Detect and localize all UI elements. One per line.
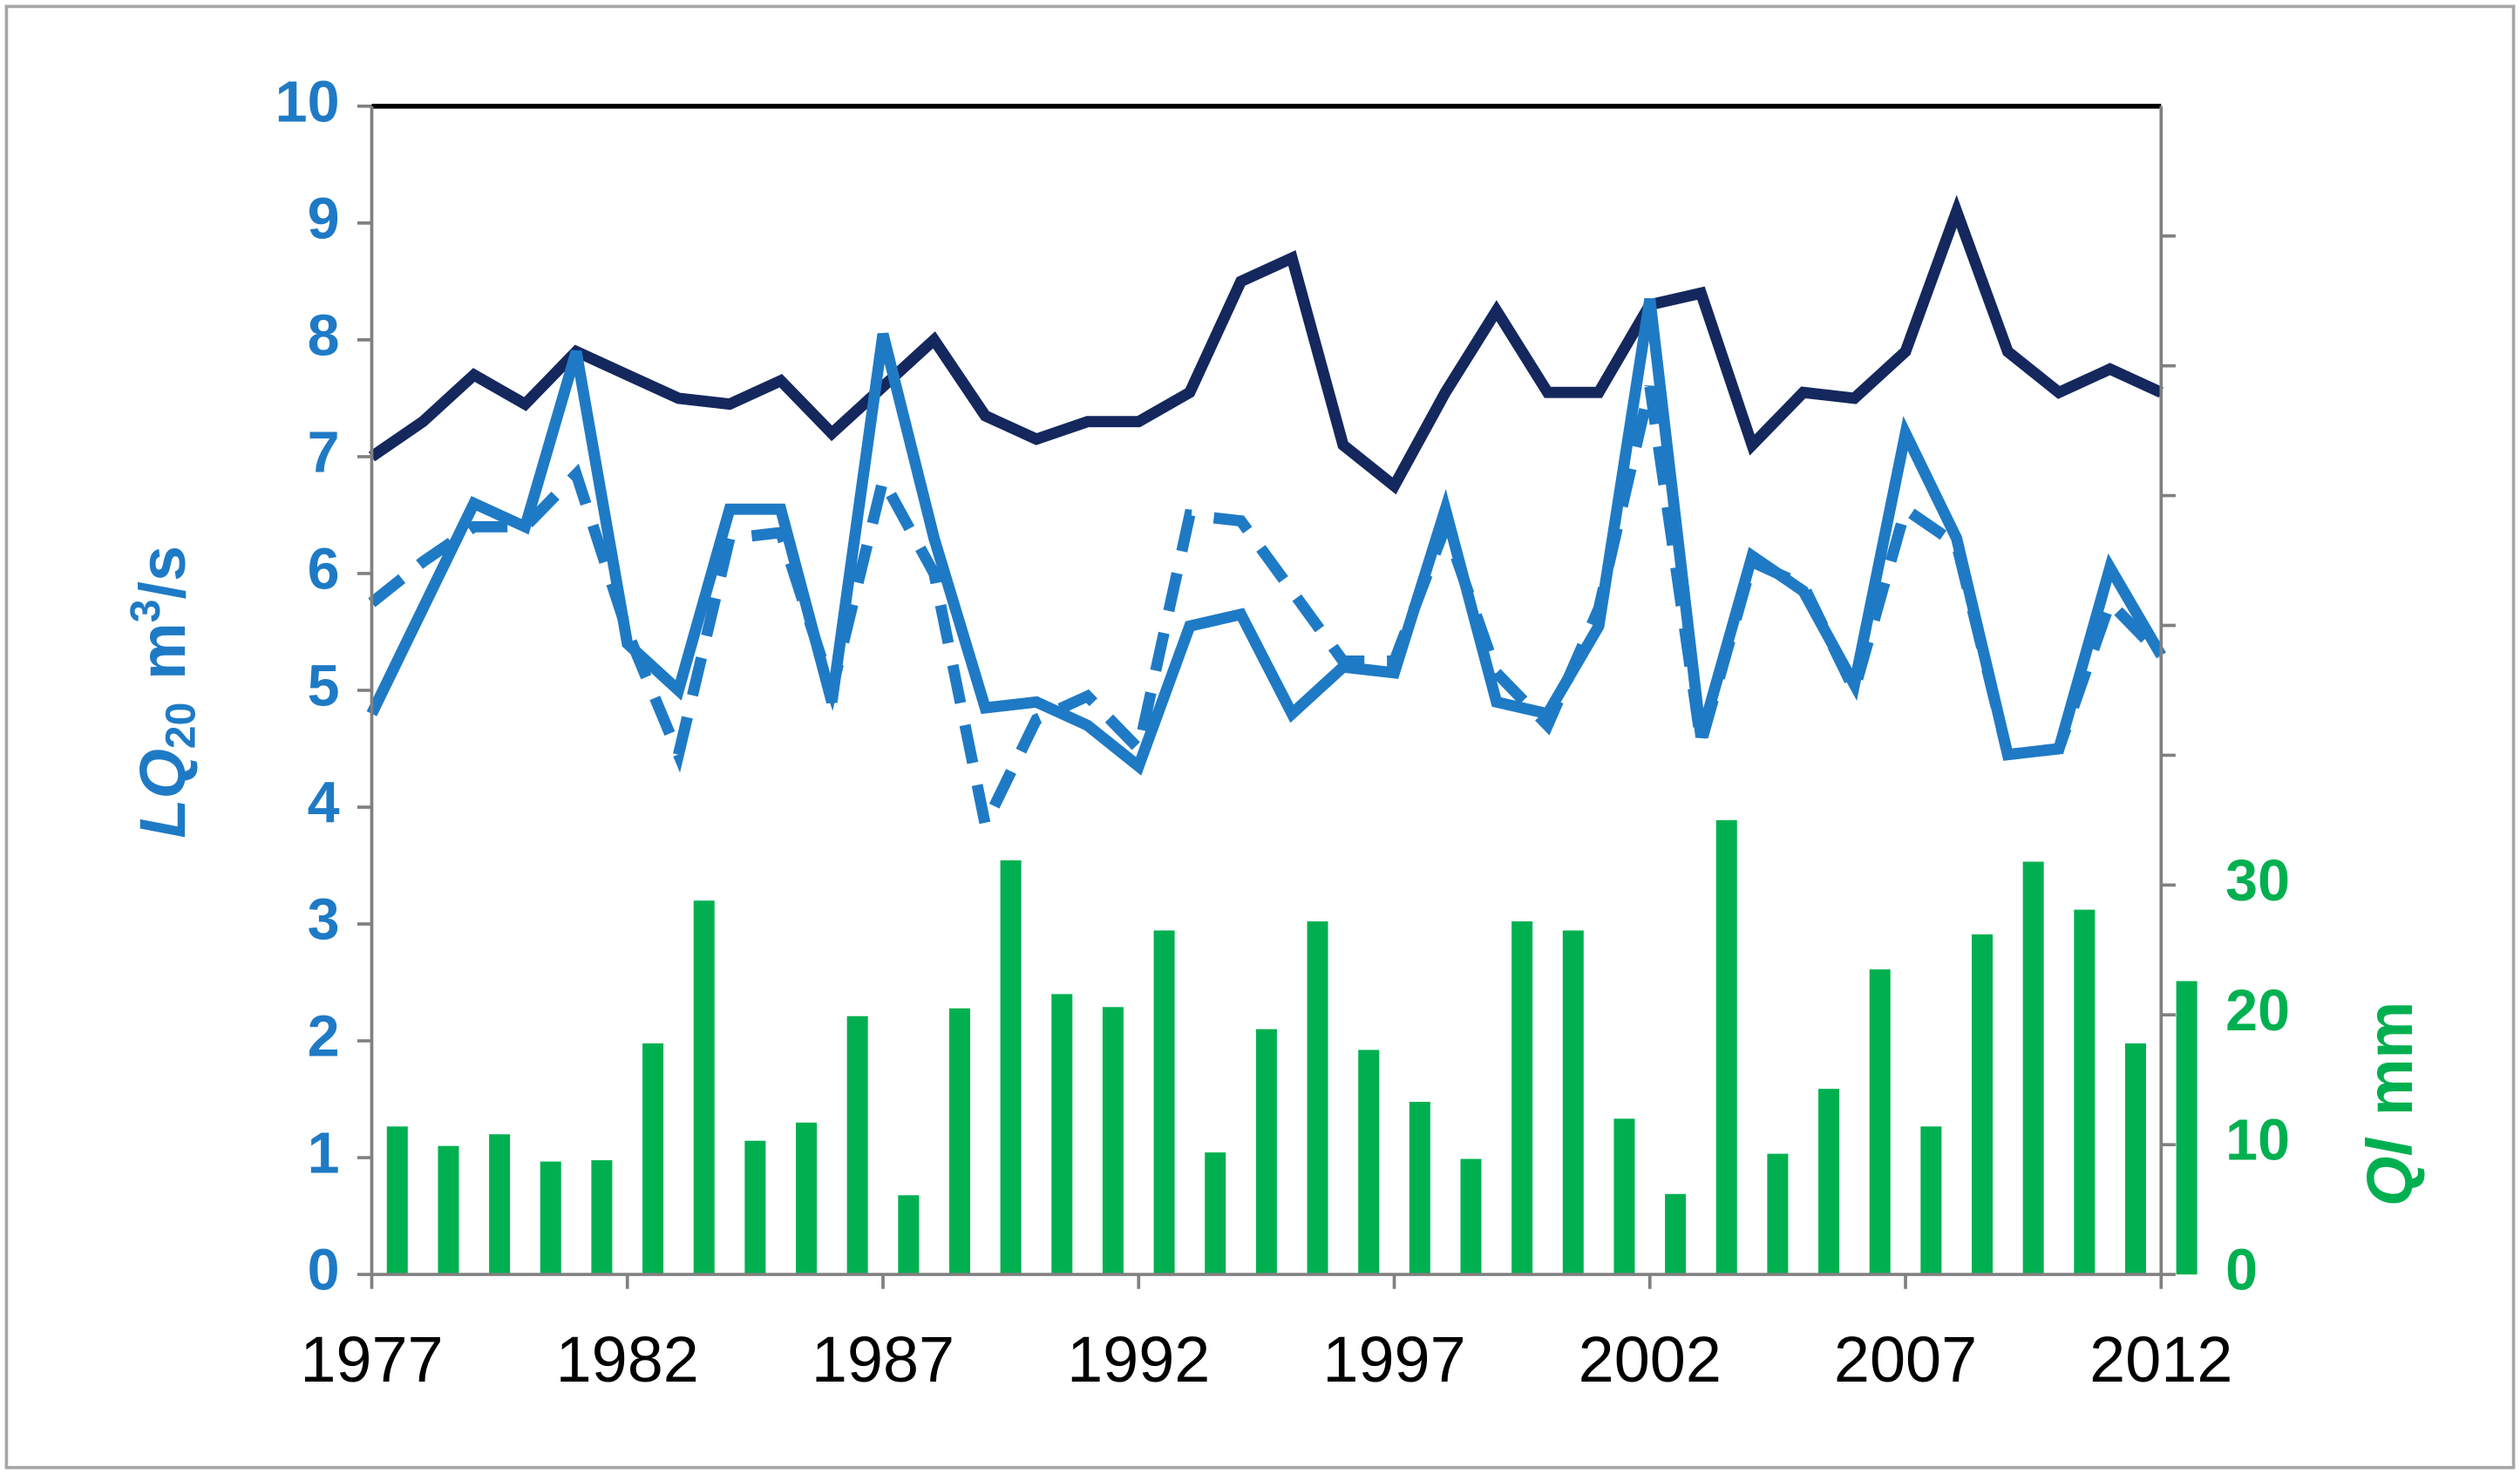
bar <box>642 1043 664 1275</box>
y-tick-label: 10 <box>275 70 340 134</box>
bar <box>796 1122 818 1275</box>
y2-axis-label: Ql mm <box>2353 1002 2425 1206</box>
x-tick-label: 2012 <box>2089 1323 2232 1396</box>
bar <box>693 900 715 1275</box>
y-tick-label: 5 <box>308 655 340 719</box>
y2-tick-label: 20 <box>2225 979 2290 1043</box>
y2-tick-label: 10 <box>2225 1109 2290 1173</box>
y-tick-label: 3 <box>308 888 340 953</box>
y-label-unit-rest: /s <box>126 546 199 600</box>
bar <box>591 1160 613 1275</box>
bar <box>1665 1193 1687 1275</box>
x-tick-label: 1997 <box>1322 1323 1465 1396</box>
y-axis-label: LQ20 m3/s <box>123 546 205 839</box>
bar <box>1869 969 1891 1275</box>
bar <box>2176 981 2197 1275</box>
bar <box>386 1126 408 1275</box>
bar <box>898 1195 920 1275</box>
bar <box>2022 861 2044 1275</box>
bar <box>1562 930 1584 1275</box>
y-tick-label: 1 <box>308 1122 340 1186</box>
bar <box>2074 909 2095 1275</box>
bar <box>1000 860 1022 1275</box>
bar <box>1409 1102 1430 1275</box>
y-tick-label: 4 <box>308 771 340 836</box>
y-label-main: LQ <box>126 749 199 839</box>
y2-label-main: Ql <box>2353 1138 2425 1206</box>
bar <box>1613 1118 1635 1275</box>
y-label-unit: m <box>126 622 199 680</box>
y-label-sub: 20 <box>158 703 204 749</box>
y-tick-label: 9 <box>308 187 340 251</box>
bar <box>744 1140 766 1275</box>
line <box>366 297 2166 776</box>
y2-tick-label: 0 <box>2225 1239 2258 1303</box>
bar <box>1358 1049 1380 1275</box>
bar <box>1102 1007 1124 1275</box>
bar <box>846 1015 868 1275</box>
x-tick-label: 2007 <box>1834 1323 1977 1396</box>
y-tick-label: 0 <box>308 1239 340 1303</box>
bar <box>1972 934 1994 1275</box>
y-tick-label: 7 <box>308 420 340 485</box>
bar <box>1818 1089 1840 1275</box>
bar <box>1460 1158 1482 1275</box>
bar <box>1153 930 1175 1275</box>
bar <box>1051 994 1073 1275</box>
y-tick-label: 6 <box>308 537 340 601</box>
x-tick-label: 1982 <box>556 1323 699 1396</box>
bar <box>540 1161 561 1275</box>
x-tick-label: 2002 <box>1579 1323 1722 1396</box>
x-tick-label: 1977 <box>300 1323 443 1396</box>
bar <box>948 1008 970 1275</box>
x-tick-label: 1992 <box>1067 1323 1210 1396</box>
x-tick-label: 1987 <box>812 1323 954 1396</box>
y-tick-label: 2 <box>308 1005 340 1070</box>
bar <box>1205 1152 1226 1275</box>
bar <box>1511 921 1533 1275</box>
bar <box>1920 1126 1942 1275</box>
y2-tick-label: 30 <box>2225 849 2290 914</box>
bar <box>438 1145 459 1275</box>
line <box>368 194 2163 495</box>
bar <box>2124 1043 2146 1275</box>
bar <box>489 1134 511 1275</box>
y-tick-label: 8 <box>308 303 340 368</box>
y-label-sup: 3 <box>123 600 169 623</box>
y2-label-unit: mm <box>2353 1002 2425 1116</box>
bar <box>1715 819 1737 1275</box>
bar <box>1307 921 1328 1275</box>
bar <box>1255 1029 1277 1275</box>
bar <box>1767 1153 1789 1275</box>
